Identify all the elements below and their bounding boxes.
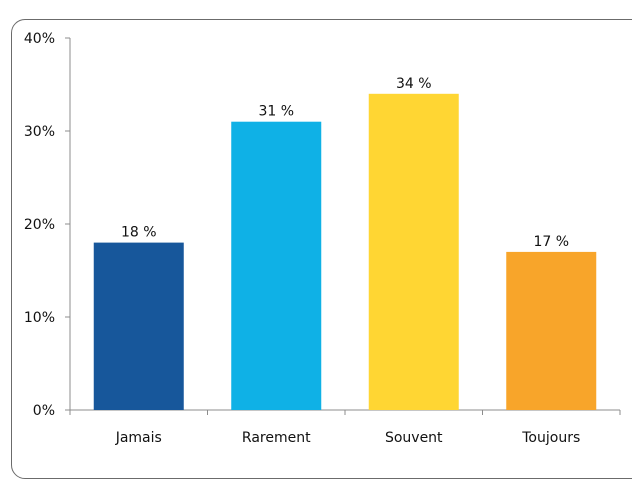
bar-jamais [93,242,184,410]
y-tick-label: 0% [33,403,55,419]
y-tick-label: 10% [24,310,55,326]
bar-toujours [506,251,597,410]
x-tick-label-souvent: Souvent [385,430,443,446]
y-tick-label: 40% [24,31,55,47]
x-tick-label-toujours: Toujours [521,430,580,446]
y-axis: 0% 10% 20% 30% 40% [24,31,71,419]
data-label-souvent: 34 % [396,76,432,92]
data-label-rarement: 31 % [258,104,294,120]
bars [93,93,597,411]
x-axis: Jamais Rarement Souvent Toujours [69,409,621,446]
bar-souvent [368,93,459,411]
data-labels: 18 % 31 % 34 % 17 % [121,76,569,250]
bar-rarement [231,121,322,410]
data-label-toujours: 17 % [533,234,569,250]
y-tick-label: 20% [24,217,55,233]
y-tick-label: 30% [24,124,55,140]
data-label-jamais: 18 % [121,225,157,241]
x-tick-label-rarement: Rarement [242,430,311,446]
bar-chart: 0% 10% 20% 30% 40% Jamais Rarement Souvent Touj… [24,31,621,446]
x-tick-label-jamais: Jamais [115,430,162,446]
